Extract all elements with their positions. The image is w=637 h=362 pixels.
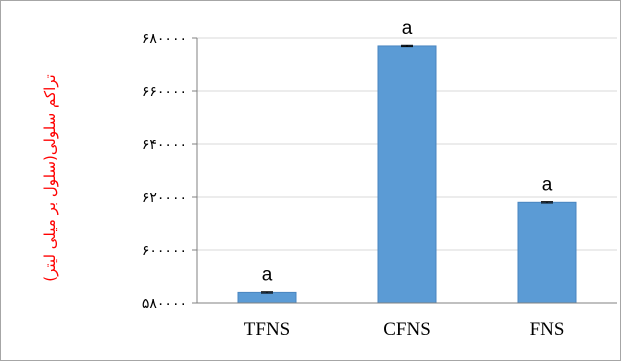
error-bar — [261, 291, 273, 294]
bar — [377, 45, 437, 304]
data-label: a — [262, 264, 273, 285]
error-bar — [401, 44, 413, 48]
error-bar — [541, 201, 553, 204]
y-tick-label: ۶۰۰۰۰۰ — [142, 243, 187, 259]
y-tick-label: ۵۸۰۰۰۰ — [142, 296, 187, 312]
data-label: a — [402, 18, 413, 39]
y-tick-label: ۶۸۰۰۰۰ — [142, 31, 187, 47]
x-tick-label: TFNS — [244, 319, 290, 340]
y-tick-label: ۶۲۰۰۰۰ — [142, 190, 187, 206]
bar — [517, 201, 577, 304]
y-tick-labels: ۵۸۰۰۰۰ ۶۰۰۰۰۰ ۶۲۰۰۰۰ ۶۴۰۰۰۰ ۶۶۰۰۰۰ ۶۸۰۰۰۰ — [142, 31, 197, 312]
axes — [196, 38, 617, 304]
x-tick-label: CFNS — [383, 319, 431, 340]
chart-frame — [0, 0, 621, 361]
y-axis-label: تراکم سلولی(سلول بر میلی لیتر) — [41, 74, 59, 281]
x-tick-label: FNS — [530, 319, 565, 340]
y-tick-label: ۶۴۰۰۰۰ — [142, 137, 187, 153]
bar — [237, 291, 297, 304]
data-label: a — [542, 174, 553, 195]
y-tick-label: ۶۶۰۰۰۰ — [142, 84, 187, 100]
data-labels: a a a — [262, 18, 553, 285]
x-tick-labels: TFNS CFNS FNS — [244, 319, 565, 340]
